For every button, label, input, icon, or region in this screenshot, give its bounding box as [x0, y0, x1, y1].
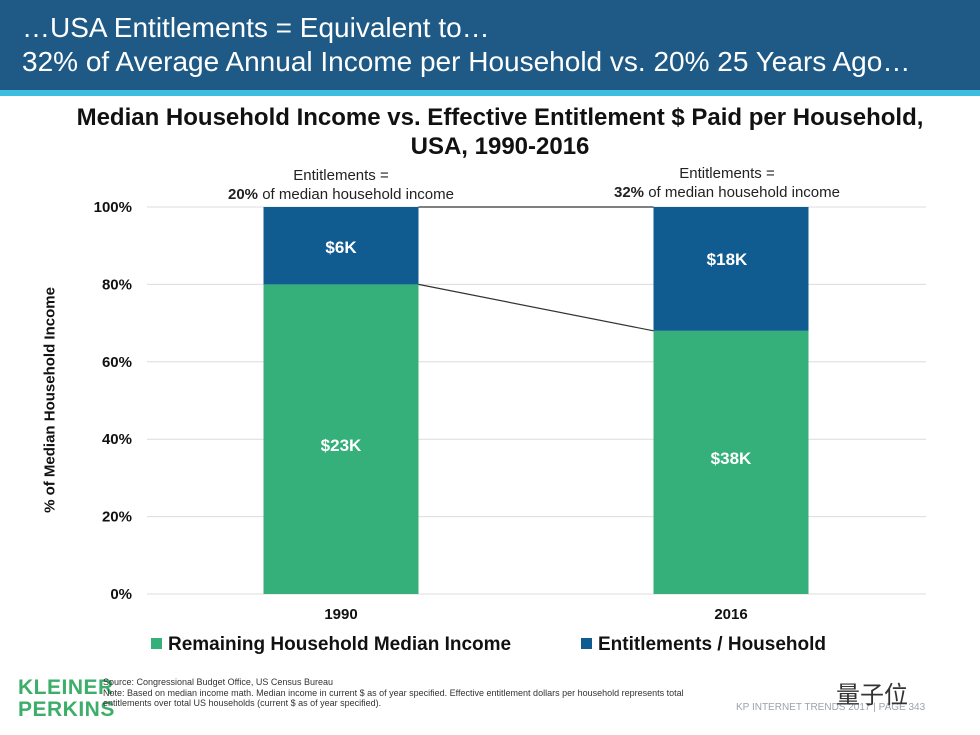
- annotation-1990: Entitlements = 20% of median household i…: [228, 166, 454, 204]
- header-accent-bar: [0, 90, 980, 96]
- y-tick-label: 0%: [110, 586, 132, 603]
- note-text: Note: Based on median income math. Media…: [103, 687, 684, 709]
- annotation-1990-line1: Entitlements =: [293, 167, 389, 184]
- data-label: $6K: [325, 238, 357, 257]
- source-note: Source: Congressional Budget Office, US …: [103, 677, 723, 709]
- chart-title-line-2: USA, 1990-2016: [410, 133, 590, 160]
- y-tick-label: 80%: [102, 276, 132, 293]
- connector-line-boundary: [418, 283, 654, 332]
- bar-segment: [653, 330, 809, 594]
- chart-title-line-1: Median Household Income vs. Effective En…: [76, 104, 924, 131]
- data-label: $38K: [711, 449, 752, 468]
- x-tick-label: 2016: [714, 606, 747, 623]
- page-footer: KP INTERNET TRENDS 2017 | PAGE 343: [736, 702, 926, 713]
- legend-item-entitlements: Entitlements / Household: [581, 634, 826, 656]
- header-banner: [0, 0, 980, 90]
- x-tick-label: 1990: [324, 606, 357, 623]
- logo-line-1: KLEINER: [18, 676, 114, 699]
- bar-segment: [653, 207, 809, 331]
- logo-line-2: PERKINS: [18, 698, 115, 721]
- annotation-1990-rest: of median household income: [258, 186, 454, 203]
- data-label: $23K: [321, 436, 362, 455]
- annotation-2016-line1: Entitlements =: [679, 165, 775, 182]
- legend-swatch-blue: [581, 638, 592, 649]
- legend-item-remaining-income: Remaining Household Median Income: [151, 634, 511, 656]
- bar-segment: [263, 207, 419, 285]
- annotation-2016-rest: of median household income: [644, 184, 840, 201]
- bar-segment: [263, 284, 419, 594]
- y-tick-label: 40%: [102, 431, 132, 448]
- header-line-2: 32% of Average Annual Income per Househo…: [22, 46, 911, 77]
- legend-label-entitlements: Entitlements / Household: [598, 634, 827, 655]
- annotation-2016: Entitlements = 32% of median household i…: [614, 164, 840, 202]
- annotation-2016-line2: 32% of median household income: [614, 183, 840, 202]
- legend-label-remaining-income: Remaining Household Median Income: [168, 634, 512, 655]
- annotation-1990-bold: 20%: [228, 186, 259, 203]
- annotation-1990-line2: 20% of median household income: [228, 185, 454, 204]
- source-text: Source: Congressional Budget Office, US …: [103, 677, 333, 687]
- watermark: 量子位: [836, 682, 908, 709]
- annotation-2016-bold: 32%: [614, 184, 645, 201]
- y-tick-label: 100%: [94, 199, 132, 216]
- legend-swatch-green: [151, 638, 162, 649]
- y-tick-label: 60%: [102, 354, 132, 371]
- y-tick-label: 20%: [102, 509, 132, 526]
- header-line-1: …USA Entitlements = Equivalent to…: [22, 12, 490, 43]
- data-label: $18K: [707, 250, 748, 269]
